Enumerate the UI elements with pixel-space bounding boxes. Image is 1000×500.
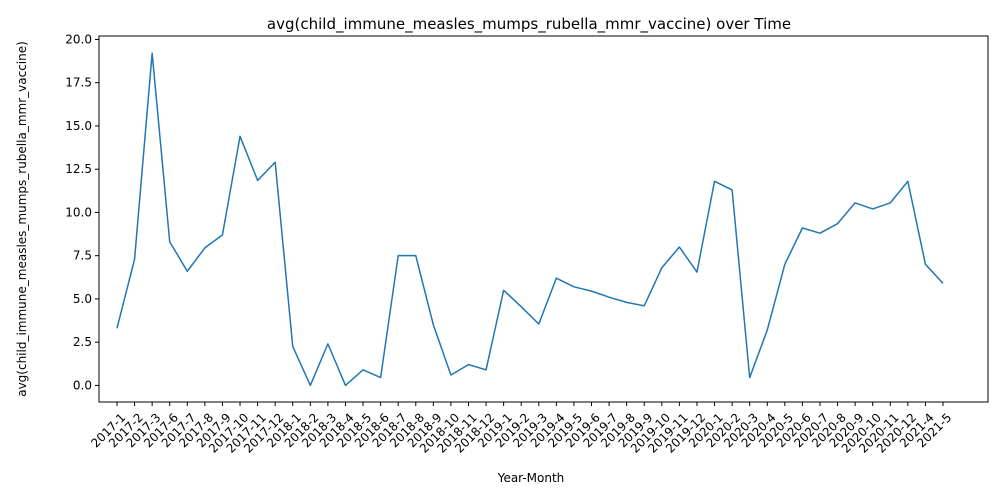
y-tick-label: 5.0 bbox=[73, 292, 92, 306]
x-axis-ticks: 2017-12017-22017-32017-62017-72017-82017… bbox=[88, 402, 954, 456]
y-axis-label: avg(child_immune_measles_mumps_rubella_m… bbox=[15, 41, 29, 397]
y-tick-label: 7.5 bbox=[73, 249, 92, 263]
series-line bbox=[116, 52, 944, 387]
chart-title: avg(child_immune_measles_mumps_rubella_m… bbox=[267, 15, 791, 34]
y-tick-label: 12.5 bbox=[65, 162, 92, 176]
y-axis-ticks: 0.0 2.5 5.0 7.5 10.0 12.5 15.0 17.5 20.0 bbox=[65, 32, 99, 392]
y-tick-label: 17.5 bbox=[65, 76, 92, 90]
y-tick-label: 10.0 bbox=[65, 205, 92, 219]
y-tick-label: 20.0 bbox=[65, 32, 92, 46]
y-tick-label: 0.0 bbox=[73, 378, 92, 392]
x-axis-label: Year-Month bbox=[497, 471, 565, 485]
y-tick-label: 15.0 bbox=[65, 119, 92, 133]
y-tick-label: 2.5 bbox=[73, 335, 92, 349]
plot-frame bbox=[98, 35, 989, 403]
